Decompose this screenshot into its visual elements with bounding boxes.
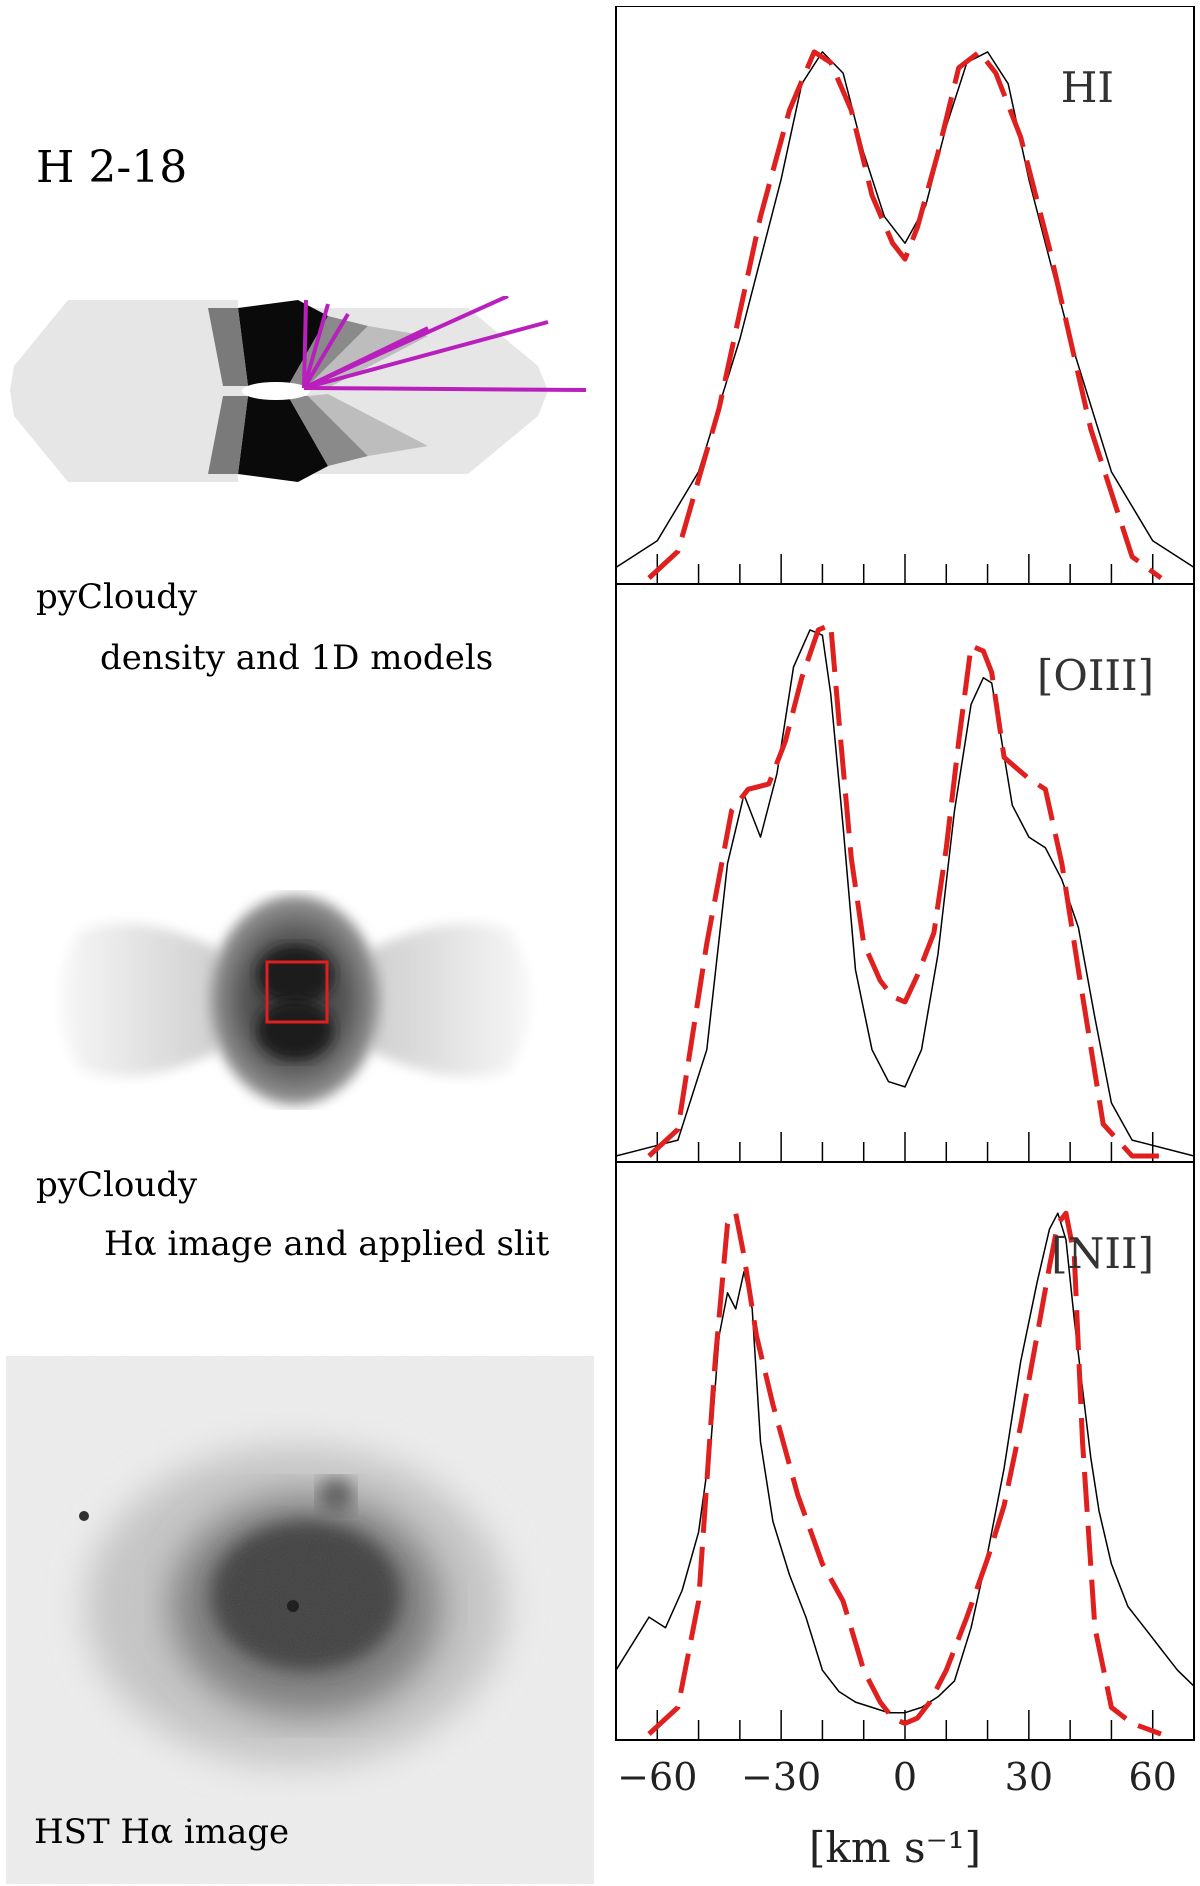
- hst-halpha-image: HST Hα image: [6, 1356, 594, 1884]
- x-tick-label: 60: [1129, 1755, 1177, 1799]
- spectrum-panel-2: [NII]: [615, 1161, 1195, 1741]
- halpha-caption-line1: pyCloudy: [36, 1165, 198, 1205]
- applied-slit-box: [265, 960, 329, 1024]
- x-tick-label: −30: [741, 1755, 821, 1799]
- x-tick-label: 0: [893, 1755, 917, 1799]
- observed-profile-line: [615, 1212, 1195, 1714]
- object-name: H 2-18: [36, 142, 188, 193]
- halpha-model-image: [60, 895, 530, 1105]
- hst-caption: HST Hα image: [34, 1812, 289, 1852]
- halpha-caption-line2: Hα image and applied slit: [104, 1224, 550, 1264]
- model-profile-line: [647, 1210, 1162, 1737]
- x-tick-label: 30: [1005, 1755, 1053, 1799]
- radial-lines: [302, 296, 587, 392]
- spectrum-panel-0: HI: [615, 6, 1195, 585]
- line-profile-panels: HI [OIII] [NII] −60 −30 0 30 60 [km s⁻¹]: [615, 6, 1195, 1872]
- lower-dense-wedge: [238, 396, 328, 482]
- x-tick-label: −60: [617, 1755, 697, 1799]
- model-profile-line: [647, 622, 1161, 1159]
- density-model-image: [10, 296, 587, 482]
- model-profile-line: [647, 49, 1163, 581]
- panel-line-label: [OIII]: [1037, 651, 1154, 700]
- model-caption-line2: density and 1D models: [100, 638, 494, 678]
- observed-profile-line: [615, 629, 1195, 1157]
- spectrum-panel-1: [OIII]: [615, 583, 1195, 1163]
- panel-line-label: [NII]: [1051, 1229, 1154, 1278]
- x-axis-label: [km s⁻¹]: [809, 1823, 981, 1872]
- observed-profile-line: [615, 51, 1195, 569]
- model-caption-line1: pyCloudy: [36, 577, 198, 617]
- panel-line-label: HI: [1061, 63, 1114, 112]
